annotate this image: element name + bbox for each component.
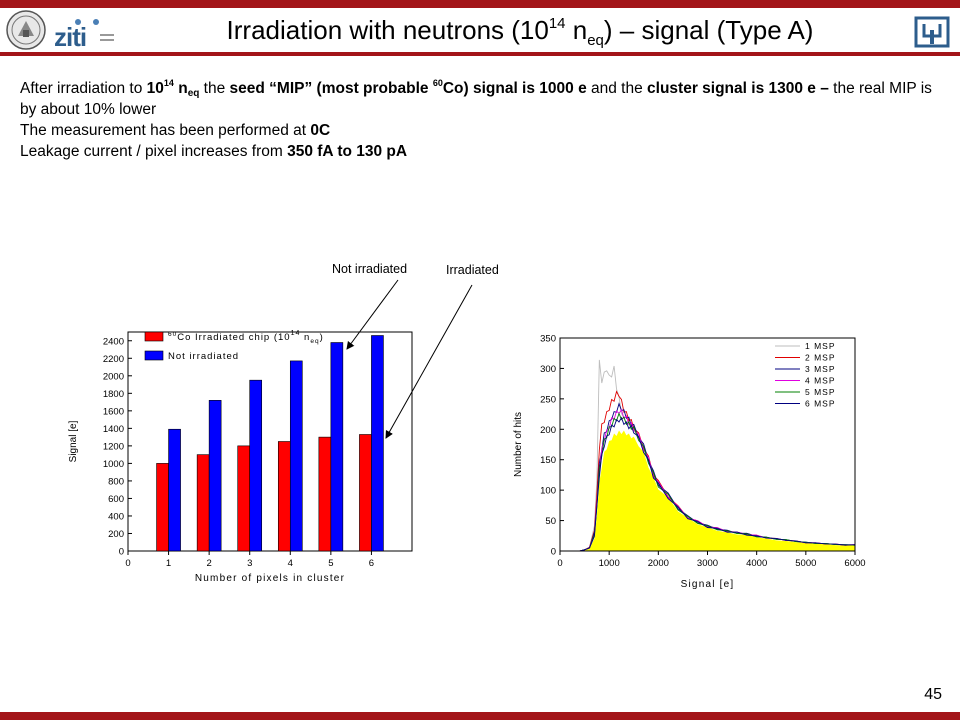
bar-not-irradiated bbox=[168, 428, 181, 552]
x-tick-label: 6 bbox=[369, 558, 374, 569]
x-axis-label: Signal [e] bbox=[681, 579, 735, 590]
plot-frame bbox=[127, 331, 413, 552]
y-tick-label: 0 bbox=[119, 547, 124, 558]
y-tick-label: 800 bbox=[108, 476, 124, 487]
bar-not-irradiated bbox=[330, 342, 344, 552]
bar-chart-signal-vs-cluster: 0 200 400 600 800 1000 1200 1400 1600 1800 2000 220… bbox=[68, 330, 413, 584]
x-tick-label: 5000 bbox=[795, 558, 816, 569]
legend-label: 3 MSP bbox=[805, 364, 836, 374]
y-tick-label: 350 bbox=[540, 334, 556, 345]
y-tick-label: 300 bbox=[540, 364, 556, 375]
series-line-6-msp bbox=[560, 416, 856, 552]
x-tick-label: 2 bbox=[206, 558, 211, 569]
legend-label: 4 MSP bbox=[805, 376, 836, 386]
legend-label: 6 MSP bbox=[805, 399, 836, 409]
y-tick-label: 150 bbox=[540, 455, 556, 466]
x-tick-label: 5 bbox=[328, 558, 333, 569]
slide-body: After irradiation to 1014 neq the seed “… bbox=[20, 78, 945, 162]
bar-irradiated bbox=[156, 463, 169, 552]
y-tick-label: 2400 bbox=[103, 336, 124, 347]
y-tick-label: 200 bbox=[108, 529, 124, 540]
ziti-logo: ziti bbox=[54, 14, 114, 52]
x-tick-label: 1000 bbox=[599, 558, 620, 569]
bar-not-irradiated bbox=[208, 400, 222, 552]
bar-irradiated bbox=[277, 441, 291, 552]
y-tick-label: 1600 bbox=[103, 406, 124, 417]
y-tick-label: 1200 bbox=[103, 441, 124, 452]
x-tick-label: 3 bbox=[247, 558, 252, 569]
y-tick-label: 50 bbox=[545, 516, 556, 527]
y-tick-label: 250 bbox=[540, 394, 556, 405]
x-tick-label: 2000 bbox=[648, 558, 669, 569]
y-tick-label: 2200 bbox=[103, 354, 124, 365]
x-tick-label: 6000 bbox=[844, 558, 865, 569]
bar-irradiated bbox=[318, 436, 332, 552]
y-axis-label: Number of hits bbox=[513, 412, 524, 477]
legend-swatch-irradiated bbox=[144, 331, 164, 342]
legend-swatch-not-irradiated bbox=[144, 350, 164, 361]
bar-not-irradiated bbox=[371, 335, 384, 552]
annotation-not-irradiated: Not irradiated bbox=[332, 262, 408, 276]
bar-not-irradiated bbox=[289, 360, 303, 552]
legend-label: 5 MSP bbox=[805, 387, 836, 397]
x-tick-label: 3000 bbox=[697, 558, 718, 569]
bar-irradiated bbox=[359, 434, 372, 552]
annotation-irradiated: Irradiated bbox=[446, 263, 499, 277]
x-tick-label: 4 bbox=[288, 558, 293, 569]
legend-label: 2 MSP bbox=[805, 353, 836, 363]
y-tick-label: 0 bbox=[551, 547, 556, 558]
top-accent-bar bbox=[0, 0, 960, 8]
bar-not-irradiated bbox=[249, 379, 263, 552]
body-line-2: The measurement has been performed at 0C bbox=[20, 122, 331, 139]
bottom-accent-bar bbox=[0, 712, 960, 720]
histogram-signal-distribution: 0 50 100 150 200 250 300 350 0 1000 2000 3000 4000 50… bbox=[513, 334, 866, 591]
y-tick-label: 200 bbox=[540, 425, 556, 436]
bar-irradiated bbox=[196, 454, 210, 552]
slide-title: Irradiation with neutrons (1014 neq) – s… bbox=[226, 15, 814, 49]
ziti-logo-mark bbox=[54, 14, 114, 41]
y-tick-label: 1000 bbox=[103, 459, 124, 470]
x-tick-label: 0 bbox=[557, 558, 562, 569]
x-tick-label: 4000 bbox=[746, 558, 767, 569]
histogram-fill bbox=[560, 430, 855, 551]
page-number: 45 bbox=[924, 686, 942, 703]
y-tick-label: 1400 bbox=[103, 424, 124, 435]
y-axis-label: Signal [e] bbox=[68, 420, 79, 462]
bar-irradiated bbox=[237, 445, 251, 552]
university-seal-logo bbox=[6, 10, 46, 50]
y-tick-label: 100 bbox=[540, 486, 556, 497]
legend-label-irradiated: 60Co Irradiated chip (1014 neq) bbox=[168, 330, 324, 345]
x-tick-label: 1 bbox=[166, 558, 171, 569]
body-line-1: After irradiation to 1014 neq the seed “… bbox=[20, 78, 932, 119]
y-tick-label: 600 bbox=[108, 494, 124, 505]
legend-label: 1 MSP bbox=[805, 341, 836, 351]
x-tick-label: 0 bbox=[125, 558, 130, 569]
y-tick-label: 400 bbox=[108, 511, 124, 522]
ziti-logo-text: ziti bbox=[54, 22, 87, 52]
institute-logo bbox=[914, 16, 950, 48]
y-tick-label: 1800 bbox=[103, 389, 124, 400]
body-line-3: Leakage current / pixel increases from 3… bbox=[20, 143, 408, 160]
title-underline-bar bbox=[0, 52, 960, 56]
legend-label-not-irradiated: Not irradiated bbox=[168, 351, 239, 362]
y-tick-label: 2000 bbox=[103, 371, 124, 382]
x-axis-label: Number of pixels in cluster bbox=[195, 573, 345, 584]
